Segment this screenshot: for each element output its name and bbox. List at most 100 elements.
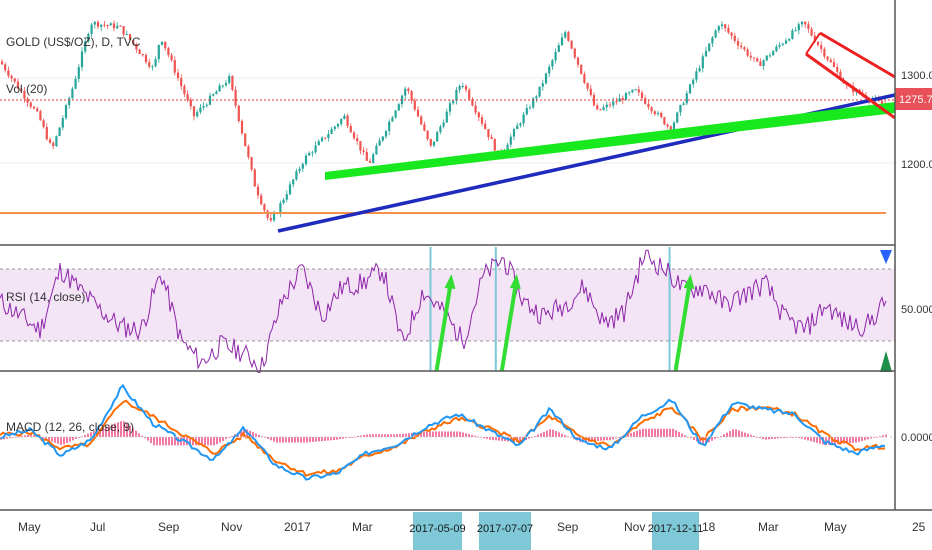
macd-histogram-bar <box>810 437 812 442</box>
candle-body <box>20 88 23 92</box>
macd-histogram-bar <box>150 437 152 444</box>
candle-body <box>301 163 304 169</box>
volume-label: Vol (20) <box>6 82 47 96</box>
candle-body <box>39 111 42 121</box>
candle-body <box>215 91 218 95</box>
candle-body <box>180 78 183 87</box>
rsi-pane[interactable]: RSI (14, close) 50.0000 <box>0 247 932 373</box>
macd-pane[interactable]: MACD (12, 26, close, 9) 0.0000 <box>0 383 932 481</box>
candle-body <box>672 122 676 132</box>
macd-histogram-bar <box>447 431 449 437</box>
candle-body <box>202 105 205 108</box>
candle-body <box>810 28 813 36</box>
macd-histogram-bar <box>375 434 377 437</box>
macd-histogram-bar <box>216 437 218 445</box>
macd-histogram-bar <box>63 437 65 445</box>
macd-histogram-bar <box>747 433 749 437</box>
candle-body <box>634 89 637 91</box>
candle-body <box>775 46 778 52</box>
price-pane[interactable]: GOLD (US$/OZ), D, TVC Vol (20) 1300.00 1… <box>0 20 932 233</box>
candle-body <box>349 126 352 133</box>
last-price-badge <box>895 88 932 110</box>
candle-body <box>352 132 356 139</box>
x-tick: Jul <box>90 520 105 534</box>
candle-body <box>170 55 173 61</box>
candle-body <box>109 23 112 26</box>
macd-histogram-bar <box>768 437 770 440</box>
candle-body <box>362 150 365 152</box>
x-tick: May <box>824 520 847 534</box>
macd-histogram-bar <box>555 431 557 437</box>
candle-body <box>247 146 250 158</box>
macd-histogram-bar <box>429 431 431 437</box>
candle-body <box>295 171 298 180</box>
macd-histogram-bar <box>630 432 632 437</box>
candle-body <box>29 102 32 107</box>
candle-body <box>96 21 100 27</box>
macd-histogram-bar <box>27 434 29 437</box>
macd-histogram-bar <box>819 437 821 444</box>
macd-histogram-bar <box>228 437 230 438</box>
candle-body <box>800 21 804 25</box>
macd-histogram-bar <box>123 421 125 437</box>
macd-histogram-bar <box>132 428 134 437</box>
macd-histogram-bar <box>405 433 407 437</box>
macd-histogram-bar <box>291 437 293 443</box>
macd-histogram-bar <box>231 435 233 437</box>
candle-body <box>320 137 324 142</box>
candle-body <box>647 103 650 108</box>
macd-histogram-bar <box>300 437 302 443</box>
macd-histogram-bar <box>450 431 452 437</box>
macd-histogram-bar <box>159 437 161 446</box>
candle-body <box>480 117 484 124</box>
macd-histogram-bar <box>864 437 866 441</box>
candle-body <box>266 210 269 218</box>
macd-histogram-bar <box>258 434 260 437</box>
candle-body <box>10 75 13 79</box>
macd-histogram-bar <box>420 432 422 437</box>
candle-body <box>304 155 308 164</box>
candle-body <box>586 82 589 89</box>
candle-body <box>650 107 653 112</box>
candle-body <box>772 51 775 56</box>
candle-body <box>484 123 487 130</box>
macd-histogram-bar <box>564 435 566 437</box>
candle-body <box>288 184 292 195</box>
candle-body <box>522 114 525 124</box>
candle-body <box>64 105 68 119</box>
candle-body <box>308 152 311 156</box>
candle-body <box>365 151 368 161</box>
overbought-marker-icon <box>880 250 892 264</box>
macd-histogram-bar <box>459 431 461 437</box>
macd-histogram-bar <box>594 437 596 442</box>
candle-body <box>624 92 628 100</box>
candle-body <box>506 144 509 150</box>
macd-histogram-bar <box>75 437 77 440</box>
time-axis[interactable]: May Jul Sep Nov 2017 Mar 2017-05-09 2017… <box>18 512 926 550</box>
x-tick: Sep <box>557 520 579 534</box>
candle-body <box>637 89 640 93</box>
candle-body <box>199 107 202 113</box>
macd-tick-0: 0.0000 <box>901 432 932 444</box>
macd-histogram-bar <box>558 432 560 437</box>
macd-histogram-bar <box>276 437 278 443</box>
candle-body <box>714 30 717 38</box>
candle-body <box>813 35 816 42</box>
candle-body <box>324 137 327 139</box>
macd-histogram-bar <box>771 437 773 440</box>
macd-histogram-bar <box>324 437 326 441</box>
candle-body <box>471 99 474 106</box>
candle-body <box>138 49 141 55</box>
macd-histogram-bar <box>501 437 503 441</box>
macd-histogram-bar <box>615 437 617 439</box>
candle-body <box>768 55 772 57</box>
macd-histogram-bar <box>552 429 554 437</box>
macd-histogram-bar <box>618 437 620 438</box>
macd-histogram-bar <box>843 437 845 444</box>
candle-body <box>544 73 548 84</box>
candle-body <box>125 34 128 36</box>
candle-body <box>141 54 144 56</box>
candle-body <box>256 186 260 196</box>
macd-histogram-bar <box>249 430 251 437</box>
candle-body <box>621 98 624 100</box>
